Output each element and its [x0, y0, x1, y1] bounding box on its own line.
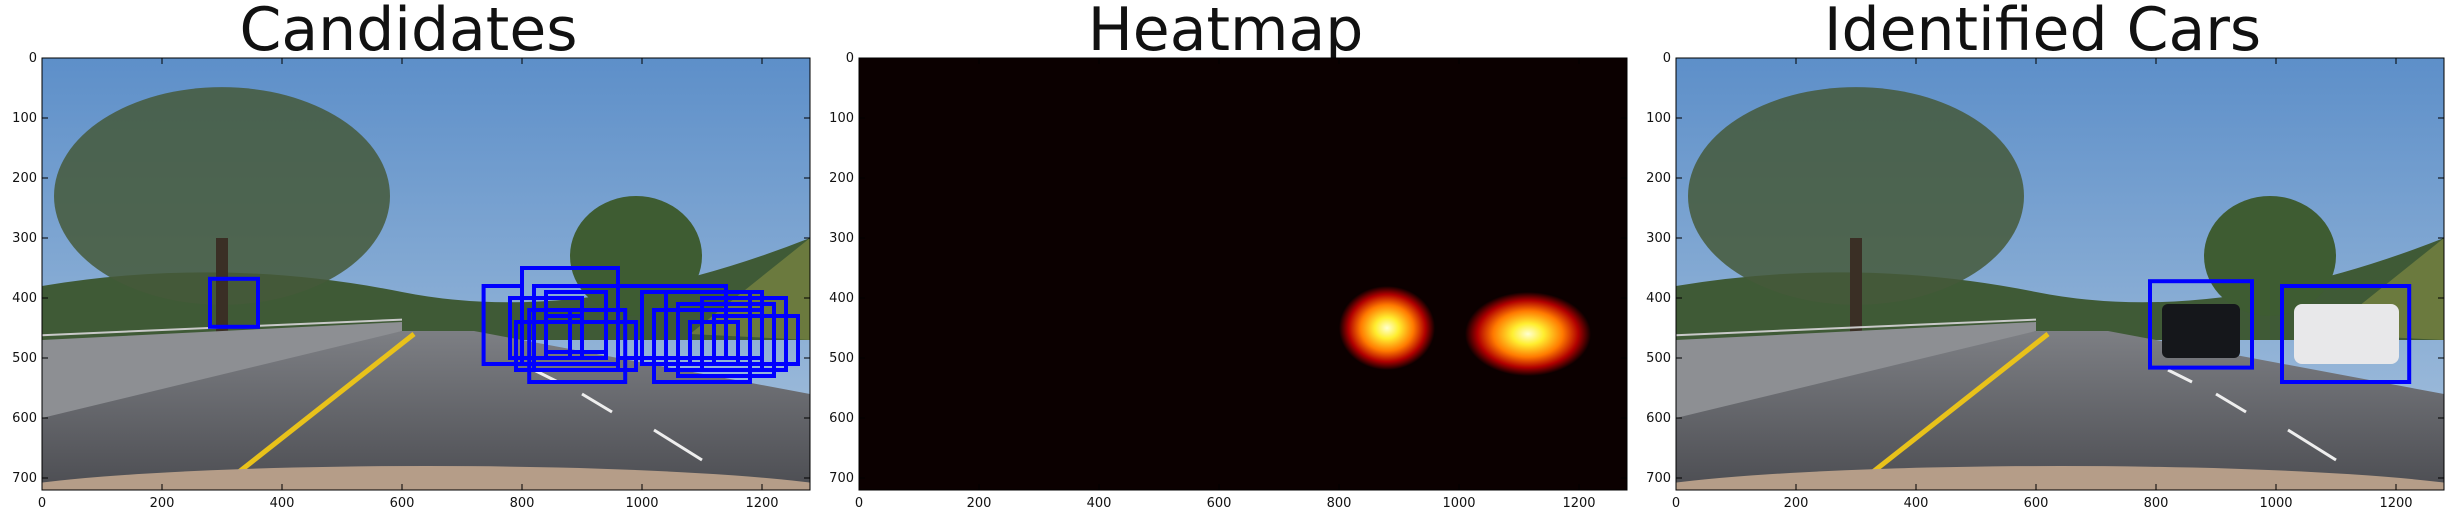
y-tick-label: 200 [12, 171, 37, 186]
candidates-panel: Candidates 0 200 400 600 800 1000 1200 0 100 200 3… [0, 0, 817, 517]
x-tick-label: 600 [390, 496, 415, 511]
detection-box [2280, 284, 2412, 384]
detection-box [514, 320, 638, 372]
y-tick-label: 700 [829, 471, 854, 486]
y-tick-label: 300 [1646, 231, 1671, 246]
y-tick-label: 700 [12, 471, 37, 486]
guardrail-left [1676, 318, 2037, 337]
detection-box [208, 276, 260, 329]
heatmap-plot: 0 200 400 600 800 1000 1200 0 100 200 300 400 500 600… [829, 51, 1628, 511]
y-tick-label: 400 [12, 291, 37, 306]
car-hood [42, 466, 810, 490]
detection-box [568, 308, 608, 360]
car-hood [1676, 466, 2444, 490]
black-car [2162, 304, 2240, 358]
x-tick-label: 600 [1207, 496, 1232, 511]
identified-cars-panel: Identified Cars 0 200 400 600 800 1000 1200 0 10… [1634, 0, 2451, 517]
axes-frame [1675, 57, 2445, 491]
x-tick-label: 1200 [2379, 496, 2412, 511]
x-tick-label: 0 [38, 496, 46, 511]
y-tick-label: 600 [12, 411, 37, 426]
white-lane-dash [581, 392, 613, 414]
white-lane-dash [2287, 428, 2337, 462]
detection-box [712, 314, 800, 366]
x-tick-label: 400 [1087, 496, 1112, 511]
y-tick-label: 100 [12, 111, 37, 126]
y-tick-label: 0 [29, 51, 37, 66]
tree-canopy-right [2204, 196, 2336, 316]
white-lane-dash [653, 428, 703, 462]
y-tick-label: 700 [1646, 471, 1671, 486]
y-tick-label: 300 [12, 231, 37, 246]
heatmap-title: Heatmap [1087, 0, 1364, 65]
y-tick-label: 400 [829, 291, 854, 306]
detection-box [724, 308, 764, 360]
candidates-title: Candidates [239, 0, 578, 65]
tree-trunk-left [216, 238, 228, 334]
detection-box [676, 302, 776, 378]
y-tick-label: 600 [829, 411, 854, 426]
y-tick-label: 200 [1646, 171, 1671, 186]
y-tick-label: 500 [12, 351, 37, 366]
x-tick-label: 200 [1784, 496, 1809, 511]
heat-region [1465, 292, 1591, 376]
x-tick-label: 0 [855, 496, 863, 511]
identified-cars-title: Identified Cars [1823, 0, 2262, 65]
x-tick-label: 1000 [625, 496, 658, 511]
detection-box [2148, 279, 2254, 370]
white-car [2294, 304, 2399, 364]
identified-cars-plot: 0 200 400 600 800 1000 1200 0 100 200 300 400 500 600… [1646, 51, 2445, 511]
heatmap-background [859, 58, 1627, 490]
y-tick-label: 300 [829, 231, 854, 246]
x-tick-label: 600 [2024, 496, 2049, 511]
x-tick-label: 200 [150, 496, 175, 511]
x-tick-label: 400 [270, 496, 295, 511]
axes-frame [41, 57, 811, 491]
x-tick-label: 800 [1327, 496, 1352, 511]
barrier-left [1676, 322, 2036, 418]
y-tick-label: 500 [1646, 351, 1671, 366]
y-tick-label: 0 [846, 51, 854, 66]
axes-frame [858, 57, 1628, 491]
y-tick-label: 500 [829, 351, 854, 366]
y-tick-label: 200 [829, 171, 854, 186]
detection-box [700, 296, 788, 372]
y-tick-label: 400 [1646, 291, 1671, 306]
heatmap-panel: Heatmap 0 200 400 600 800 1000 1200 0 100 200 300 4… [817, 0, 1634, 517]
detection-boxes [2148, 279, 2412, 384]
y-tick-label: 100 [829, 111, 854, 126]
x-tick-label: 0 [1672, 496, 1680, 511]
detection-box [688, 320, 740, 366]
x-tick-label: 800 [2144, 496, 2169, 511]
white-lane-dash [2215, 392, 2247, 414]
tree-canopy-left [1688, 87, 2024, 305]
white-lane-dash [2167, 368, 2193, 384]
tree-canopy-left [54, 87, 390, 305]
yellow-lane-line [214, 332, 416, 490]
x-tick-label: 1200 [745, 496, 778, 511]
heat-region [1339, 286, 1435, 370]
barrier-left [42, 322, 402, 418]
x-tick-label: 1000 [1442, 496, 1475, 511]
detection-boxes [208, 266, 800, 384]
road-scene-image [1676, 58, 2444, 490]
x-tick-label: 800 [510, 496, 535, 511]
detection-box [544, 314, 584, 360]
tree-trunk-left [1850, 238, 1862, 334]
x-tick-label: 1200 [1562, 496, 1595, 511]
yellow-lane-line [1848, 332, 2050, 490]
x-tick-label: 200 [967, 496, 992, 511]
y-tick-label: 100 [1646, 111, 1671, 126]
tree-canopy-right [570, 196, 702, 316]
x-tick-label: 400 [1904, 496, 1929, 511]
x-tick-label: 1000 [2259, 496, 2292, 511]
candidates-plot: 0 200 400 600 800 1000 1200 0 100 200 300 400 500 600… [12, 51, 811, 511]
y-tick-label: 600 [1646, 411, 1671, 426]
y-tick-label: 0 [1663, 51, 1671, 66]
